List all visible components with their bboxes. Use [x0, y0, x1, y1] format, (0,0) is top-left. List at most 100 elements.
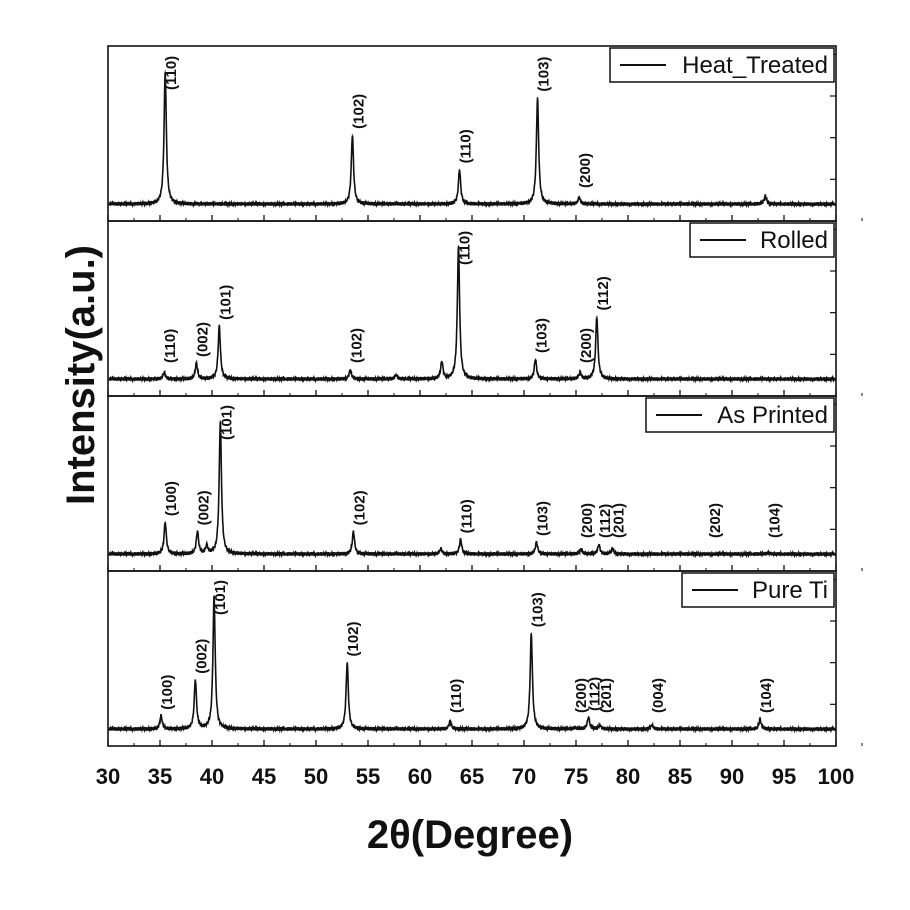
- y-axis-title: Intensity(a.u.): [59, 245, 103, 505]
- peak-label: (004): [650, 678, 667, 713]
- peak-label: (202): [707, 503, 724, 538]
- peak-label: (002): [193, 639, 210, 674]
- x-tick-label: 95: [772, 764, 796, 789]
- x-tick-label: 60: [408, 764, 432, 789]
- peak-label: (112): [586, 677, 603, 711]
- peak-point: [759, 719, 761, 721]
- peak-point: [352, 530, 355, 532]
- peak-label: (112): [597, 504, 614, 538]
- x-tick-label: 90: [720, 764, 744, 789]
- peak-point: [458, 168, 461, 171]
- peak-label: (103): [533, 318, 550, 353]
- peak-point: [213, 595, 215, 597]
- x-tick-label: 50: [304, 764, 328, 789]
- peak-point: [534, 358, 537, 360]
- peak-label: (104): [758, 678, 775, 713]
- peak-label: (102): [351, 490, 368, 525]
- peak-point: [195, 362, 197, 364]
- peak-point: [349, 369, 351, 371]
- panel-2: (110) (002) (101) (102) (110) (103) (200) (112)…: [107, 220, 863, 397]
- peak-label: (112): [595, 276, 612, 310]
- peak-label: (102): [348, 328, 365, 363]
- peak-label: (103): [529, 592, 546, 627]
- peak-point: [440, 548, 442, 550]
- peak-label: (200): [577, 153, 594, 188]
- peak-point: [194, 679, 196, 681]
- peak-label: (201): [610, 503, 627, 538]
- peak-point: [764, 195, 766, 197]
- peak-point: [160, 715, 162, 717]
- peak-point: [164, 70, 166, 72]
- peak-point: [346, 661, 348, 664]
- x-tick-label: 65: [460, 764, 484, 789]
- peak-point: [459, 538, 462, 540]
- peak-label: (100): [163, 481, 180, 516]
- peak-label: (104): [766, 503, 783, 538]
- peak-label: (110): [163, 56, 180, 90]
- panel-4: (100) (002) (101) (102) (110) (103) (200)(112)…: [107, 570, 863, 747]
- peak-point: [579, 371, 581, 373]
- peak-point: [598, 544, 600, 546]
- panel-3: (100) (002) (101) (102) (110) (103) (200) (112)…: [107, 395, 863, 572]
- peak-label: (200): [579, 503, 596, 538]
- peak-point: [530, 632, 532, 634]
- peak-point: [457, 245, 460, 247]
- series-line-3: [107, 421, 836, 559]
- peak-label: (110): [162, 329, 179, 363]
- x-axis-title: 2θ(Degree): [367, 813, 573, 857]
- legend-label: Heat_Treated: [682, 52, 828, 79]
- series-line-4: [107, 595, 836, 734]
- panel-1: (110) (102) (110) (103) (200) Heat_Treated: [107, 45, 863, 222]
- peak-label: (200): [573, 678, 590, 713]
- series-line-2: [107, 246, 836, 384]
- x-tick-label: 35: [148, 764, 172, 789]
- legend-label: Pure Ti: [752, 577, 828, 604]
- peak-point: [351, 134, 353, 136]
- peak-point: [449, 720, 451, 722]
- peak-point: [596, 315, 598, 318]
- peak-label: (002): [194, 322, 211, 357]
- peak-label: (110): [456, 231, 473, 265]
- peak-label: (101): [217, 285, 234, 320]
- peak-label: (103): [534, 501, 551, 536]
- peak-label: (102): [345, 621, 362, 656]
- peak-label: (002): [195, 490, 212, 525]
- legend-label: Rolled: [760, 227, 828, 254]
- peak-point: [164, 521, 166, 523]
- peak-label: (100): [159, 675, 176, 710]
- peak-point: [196, 530, 199, 532]
- x-tick-label: 45: [252, 764, 276, 789]
- peak-label: (103): [536, 57, 553, 92]
- x-tick-label: 55: [356, 764, 380, 789]
- peak-point: [578, 196, 580, 198]
- peak-label: (201): [598, 678, 615, 713]
- peak-point: [163, 371, 165, 373]
- peak-point: [441, 361, 443, 363]
- panels-layer: (110) (102) (110) (103) (200) Heat_Treated (11…: [107, 45, 863, 747]
- x-tick-label: 85: [668, 764, 692, 789]
- peak-point: [219, 420, 221, 422]
- peak-point: [580, 548, 582, 550]
- peak-label: (101): [212, 580, 229, 615]
- peak-label: (110): [448, 679, 465, 713]
- peak-point: [206, 545, 208, 547]
- peak-label: (101): [218, 405, 235, 440]
- peak-point: [574, 727, 576, 729]
- peak-point: [767, 552, 770, 554]
- peak-point: [218, 325, 220, 327]
- peak-point: [535, 541, 538, 543]
- x-tick-label: 70: [512, 764, 536, 789]
- peak-point: [395, 374, 397, 376]
- peak-label: (110): [459, 499, 476, 533]
- x-tick-label: 100: [818, 764, 855, 789]
- x-axis: 30 35 40 45 50 55 60 65 70 75 80 85 90 95 100: [96, 764, 855, 789]
- x-tick-label: 75: [564, 764, 588, 789]
- peak-point: [708, 553, 710, 555]
- peak-label: (102): [350, 94, 367, 129]
- legend-label: As Printed: [717, 402, 828, 429]
- peak-point: [599, 724, 601, 726]
- peak-label: (200): [578, 328, 595, 363]
- x-tick-label: 40: [200, 764, 224, 789]
- peak-point: [611, 548, 614, 550]
